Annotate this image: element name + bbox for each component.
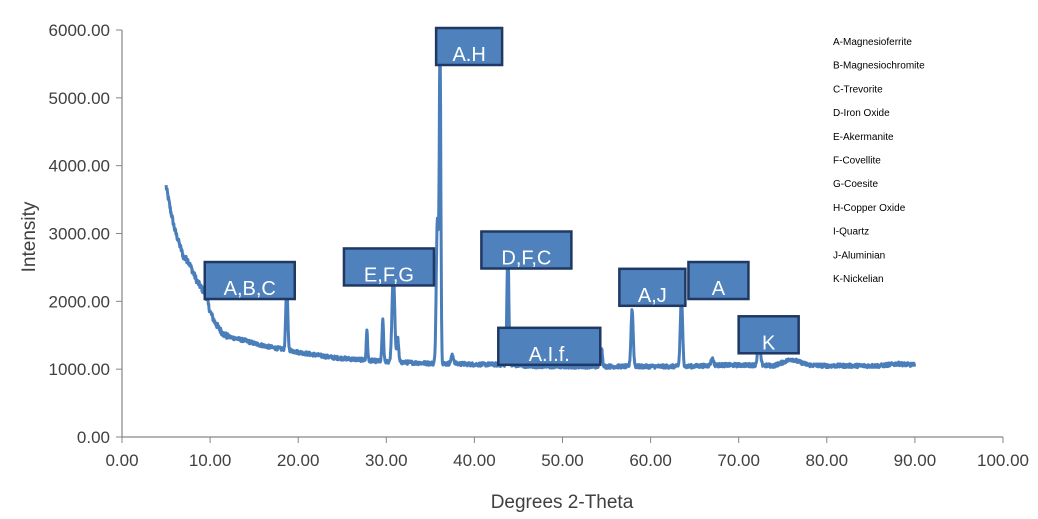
legend-item: J-Aluminian bbox=[833, 250, 885, 261]
legend: A-Magnesioferrite B-Magnesiochromite C-Tre… bbox=[833, 37, 925, 285]
x-tick-label: 100.00 bbox=[977, 451, 1029, 470]
legend-item: B-Magnesiochromite bbox=[833, 61, 925, 72]
legend-item: H-Copper Oxide bbox=[833, 203, 906, 214]
peak-label-text: E,F,G bbox=[364, 264, 414, 286]
peak-annotations: A,B,C E,F,G A.H D,F,C A.I.f. A,J A K bbox=[203, 26, 800, 367]
peak-label-text: A bbox=[712, 278, 726, 300]
legend-item: F-Covellite bbox=[833, 156, 881, 167]
x-tick-label: 0.00 bbox=[105, 451, 138, 470]
x-tick-label: 90.00 bbox=[894, 451, 937, 470]
peak-label-rect bbox=[737, 315, 800, 355]
peak-label-box: E,F,G bbox=[342, 247, 436, 287]
legend-item: C-Trevorite bbox=[833, 84, 883, 95]
legend-item: K-Nickelian bbox=[833, 274, 884, 285]
axes: 0.00 10.00 20.00 30.00 40.00 50.00 60.00 70.00 8… bbox=[49, 21, 1029, 470]
peak-label-text: A.I.f. bbox=[529, 344, 570, 366]
y-axis-title: Intensity bbox=[19, 201, 40, 272]
legend-item: D-Iron Oxide bbox=[833, 108, 890, 119]
y-tick-label: 1000.00 bbox=[49, 360, 110, 379]
x-tick-label: 70.00 bbox=[717, 451, 760, 470]
x-tick-label: 60.00 bbox=[629, 451, 672, 470]
peak-label-rect bbox=[687, 260, 750, 301]
legend-item: I-Quartz bbox=[833, 227, 869, 238]
peak-label-text: D,F,C bbox=[501, 248, 551, 270]
legend-item: G-Coesite bbox=[833, 179, 878, 190]
legend-item: E-Akermanite bbox=[833, 132, 894, 143]
peak-label-text: A,B,C bbox=[224, 278, 276, 300]
y-tick-label: 4000.00 bbox=[49, 157, 110, 176]
x-tick-label: 40.00 bbox=[453, 451, 496, 470]
peak-label-box: A bbox=[687, 260, 750, 301]
y-tick-label: 0.00 bbox=[77, 428, 110, 447]
peak-label-box: A.H bbox=[434, 26, 504, 67]
peak-label-rect bbox=[342, 247, 436, 287]
peak-label-text: A.H bbox=[452, 44, 485, 66]
peak-label-rect bbox=[434, 26, 504, 67]
peak-label-box: A,J bbox=[618, 267, 687, 308]
peak-label-box: K bbox=[737, 315, 800, 355]
peak-label-rect bbox=[497, 326, 602, 367]
x-axis-title: Degrees 2-Theta bbox=[491, 492, 634, 513]
peak-label-box: A,B,C bbox=[203, 260, 296, 301]
x-tick-label: 80.00 bbox=[806, 451, 849, 470]
peak-label-box: D,F,C bbox=[480, 230, 573, 270]
x-tick-label: 10.00 bbox=[189, 451, 232, 470]
y-tick-label: 6000.00 bbox=[49, 21, 110, 40]
x-tick-label: 20.00 bbox=[277, 451, 320, 470]
y-tick-label: 3000.00 bbox=[49, 225, 110, 244]
peak-label-box: A.I.f. bbox=[497, 326, 602, 367]
legend-item: A-Magnesioferrite bbox=[833, 37, 912, 48]
x-tick-label: 30.00 bbox=[365, 451, 408, 470]
data-series bbox=[164, 42, 916, 370]
peak-label-text: A,J bbox=[638, 285, 667, 307]
series-line bbox=[164, 42, 916, 370]
y-tick-label: 2000.00 bbox=[49, 292, 110, 311]
peak-label-rect bbox=[480, 230, 573, 270]
y-tick-label: 5000.00 bbox=[49, 89, 110, 108]
peak-label-rect bbox=[618, 267, 687, 308]
peak-label-rect bbox=[203, 260, 296, 301]
peak-label-text: K bbox=[762, 332, 776, 354]
x-tick-label: 50.00 bbox=[541, 451, 584, 470]
